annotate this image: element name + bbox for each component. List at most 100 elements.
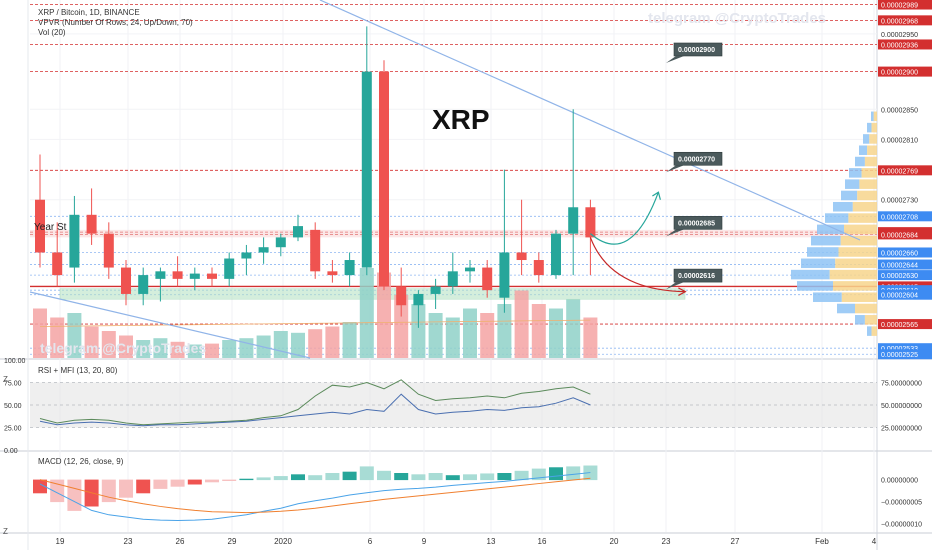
vpvr-bar-down — [871, 326, 877, 336]
x-tick-label: 23 — [124, 537, 133, 546]
macd-histogram-bar — [566, 466, 581, 481]
vpvr-bar-up — [811, 235, 841, 246]
rsi-left-tick: 75.00 — [4, 381, 22, 388]
vpvr-legend[interactable]: VPVR (Number Of Rows, 24, Up/Down, 70) — [38, 18, 193, 27]
volume-bar — [101, 331, 116, 358]
macd-histogram-bar — [33, 479, 47, 494]
vpvr-bar-up — [817, 224, 844, 235]
volume-bar — [566, 299, 581, 358]
x-tick-label: 20 — [610, 537, 619, 546]
vpvr-bar-up — [871, 111, 874, 122]
candle-body — [533, 260, 544, 276]
candle-body — [35, 199, 45, 253]
volume-legend[interactable]: Vol (20) — [38, 28, 66, 37]
price-axis-label: 0.00002660 — [881, 250, 918, 257]
candle-body — [138, 275, 149, 294]
macd-histogram-bar — [325, 473, 340, 481]
price-axis-badge — [878, 349, 932, 360]
pane-maximize-button-macd[interactable]: Z — [3, 527, 8, 536]
macd-right-tick: −0.00000010 — [881, 522, 922, 529]
price-callout-box — [673, 42, 723, 57]
macd-histogram-bar — [497, 473, 512, 481]
volume-bar — [67, 313, 82, 358]
price-axis-badge — [878, 270, 932, 281]
macd-right-tick: −0.00000005 — [881, 500, 922, 507]
pane-maximize-button-rsi[interactable]: Z — [3, 375, 8, 384]
candle-body — [172, 271, 183, 279]
vpvr-bar-down — [840, 235, 877, 246]
price-axis-label: 0.00002604 — [881, 293, 918, 300]
macd-histogram-bar — [101, 479, 116, 503]
price-callout-box — [673, 268, 723, 283]
bullish-projection-arrow — [590, 191, 659, 245]
macd-histogram-bar — [480, 473, 495, 481]
candle-body — [361, 71, 372, 268]
macd-pane-label[interactable]: MACD (12, 26, close, 9) — [38, 457, 124, 466]
volume-bar — [187, 344, 202, 358]
bullish-arrow-head — [652, 191, 661, 200]
macd-histogram-bar — [514, 470, 529, 481]
candle-body — [293, 226, 303, 238]
vpvr-bar-up — [837, 303, 855, 314]
volume-bar — [170, 341, 185, 358]
vpvr-bar-up — [863, 134, 870, 144]
volume-bar — [273, 331, 288, 358]
price-axis-label: 0.00002936 — [881, 42, 918, 49]
x-tick-label: Feb — [815, 537, 829, 546]
candle-body — [413, 293, 424, 306]
candle-body — [585, 207, 596, 238]
vpvr-bar-down — [855, 303, 877, 314]
price-callout-box — [673, 151, 723, 166]
watermark-top: telegram @CryptoTrades — [648, 10, 827, 27]
candle-body — [86, 214, 97, 234]
price-callout-label: 0.00002900 — [678, 47, 715, 54]
price-callout-pointer — [666, 229, 684, 237]
price-axis-badge — [878, 343, 932, 354]
watermark-bottom: telegram @CryptoTrades — [40, 340, 207, 356]
price-axis-label: 0.00002565 — [881, 322, 918, 329]
price-axis-badge — [878, 247, 932, 258]
macd-histogram-bar — [136, 479, 151, 494]
macd-histogram-bar — [222, 479, 237, 481]
macd-histogram-bar — [205, 479, 219, 483]
price-axis-badge — [878, 319, 932, 330]
symbol-legend[interactable]: XRP / Bitcoin, 1D, BINANCE — [38, 8, 140, 17]
x-tick-label: 4 — [872, 537, 877, 546]
candle-body — [396, 286, 407, 306]
vpvr-bar-up — [791, 269, 830, 280]
volume-bar — [153, 338, 168, 358]
rsi-right-tick: 75.00000000 — [881, 381, 922, 388]
volume-bar — [136, 340, 151, 358]
price-axis-label: 0.00002950 — [881, 32, 918, 39]
vpvr-bar-down — [864, 315, 877, 325]
resistance-zone — [30, 229, 877, 238]
vpvr-bar-up — [845, 179, 860, 189]
chart-title-annotation: XRP — [432, 104, 490, 135]
volume-bar — [119, 335, 133, 358]
volume-bar — [463, 308, 477, 358]
volume-bar — [325, 326, 340, 358]
rsi-pane-label[interactable]: RSI + MFI (13, 20, 80) — [38, 366, 118, 375]
candle-body — [103, 233, 114, 268]
vpvr-bar-down — [873, 111, 877, 122]
vpvr-bar-down — [833, 281, 877, 291]
macd-histogram-bar — [394, 473, 409, 481]
candle-body — [551, 233, 561, 276]
vpvr-bar-up — [841, 190, 858, 201]
vpvr-bar-up — [813, 292, 842, 302]
rsi-left-tick: 100.00 — [4, 358, 26, 365]
vpvr-bar-up — [855, 315, 865, 325]
macd-histogram-bar — [256, 477, 271, 481]
volume-bar — [205, 343, 219, 358]
lower-trendline — [29, 291, 311, 359]
candle-body — [258, 247, 269, 253]
macd-histogram-bar — [170, 479, 185, 487]
rsi-band — [30, 382, 877, 428]
price-axis-badge — [878, 0, 932, 10]
vpvr-bar-down — [867, 145, 877, 156]
macd-histogram-bar — [342, 471, 357, 481]
price-axis-badge — [878, 259, 932, 270]
price-axis-label: 0.00002810 — [881, 137, 918, 144]
